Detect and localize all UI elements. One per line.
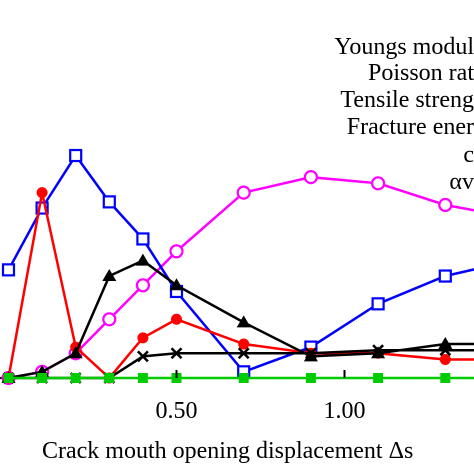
data-point [236,185,251,200]
data-point [238,338,250,350]
series-line [8,259,474,380]
data-point [371,297,385,311]
legend-entry-poisson-ratio: Poisson rat [368,60,474,86]
data-point [438,197,453,213]
data-point [36,187,48,199]
data-point [372,344,384,357]
data-point [238,373,249,383]
data-point [37,373,48,383]
data-point [68,346,83,359]
data-point [70,373,81,383]
series-layer [1,148,474,386]
data-point [136,232,150,246]
data-point [137,332,149,344]
legend-entry-tensile-strength: Tensile streng [340,87,474,113]
x-ticks: 0.501.001.5 [156,370,366,424]
data-point [3,373,14,383]
data-point [102,312,117,327]
x-axis-label: Crack mouth opening displacement Δs [42,438,413,464]
data-point [236,315,251,328]
data-point [135,278,150,293]
data-point [170,347,183,360]
data-point [137,373,148,383]
legend-entry-youngs-modulus: Youngs modul [334,34,474,60]
legend-entry-c: c [463,142,474,168]
data-point [438,269,452,283]
data-point [1,263,16,277]
data-point [102,269,117,282]
data-point [305,373,316,383]
data-point [305,347,317,360]
data-point [169,278,184,291]
legend-entry-alpha-v: αv [449,169,474,195]
series-5 [3,373,474,383]
data-point [102,195,116,209]
data-point [237,347,250,360]
data-point [171,313,182,325]
data-point [371,176,386,191]
x-tick-label: 1.00 [324,398,366,424]
data-point [439,353,451,365]
x-tick-label: 0.50 [156,398,198,424]
data-point [69,148,83,163]
data-point [440,373,451,383]
data-point [169,244,184,259]
legend-entry-fracture-energy: Fracture ener [347,114,474,140]
data-point [137,350,149,363]
data-point [373,373,384,383]
legend: Youngs modul Poisson rat Tensile streng … [334,34,474,195]
data-point [135,253,150,266]
series-line [7,192,474,380]
data-point [439,344,452,357]
data-point [104,373,115,383]
data-point [303,170,318,185]
data-point [35,201,49,215]
